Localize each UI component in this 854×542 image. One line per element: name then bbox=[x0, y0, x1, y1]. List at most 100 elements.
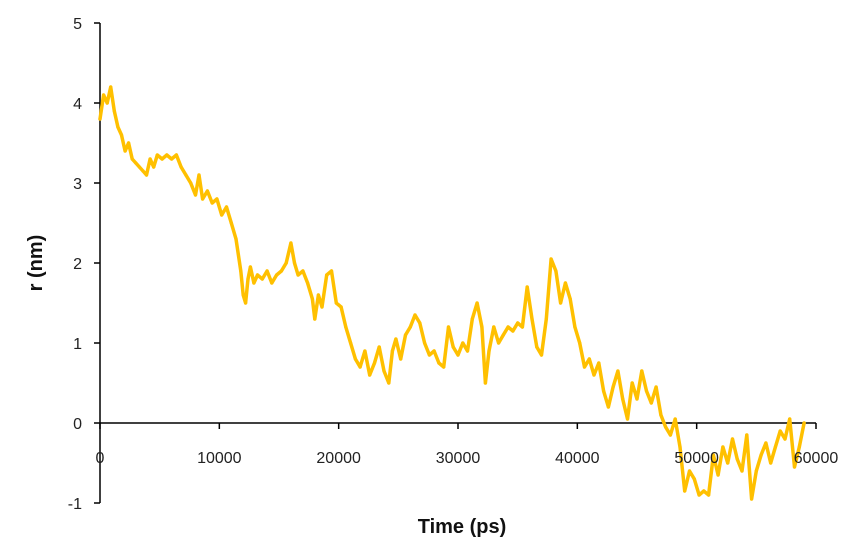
data-point bbox=[563, 281, 568, 285]
y-tick-label: 5 bbox=[73, 16, 82, 33]
data-point bbox=[497, 341, 501, 345]
x-tick-label: 40000 bbox=[555, 450, 600, 467]
data-point bbox=[241, 293, 245, 297]
data-point bbox=[239, 269, 243, 273]
data-point bbox=[726, 461, 730, 465]
data-point bbox=[740, 469, 744, 473]
data-point bbox=[252, 281, 256, 285]
data-point bbox=[141, 169, 145, 173]
axes bbox=[94, 22, 817, 504]
data-point bbox=[255, 273, 260, 277]
y-tick-label: 1 bbox=[73, 336, 82, 353]
data-point bbox=[442, 365, 446, 369]
data-point bbox=[423, 341, 427, 345]
data-point bbox=[446, 325, 451, 329]
data-point bbox=[320, 305, 324, 309]
data-point bbox=[470, 317, 474, 321]
data-point bbox=[189, 181, 193, 185]
data-point bbox=[109, 85, 113, 89]
series-layer bbox=[98, 85, 806, 501]
data-point bbox=[702, 489, 706, 493]
data-point bbox=[390, 349, 394, 353]
data-point bbox=[625, 417, 630, 421]
data-point bbox=[179, 165, 183, 169]
data-point bbox=[353, 357, 357, 361]
x-axis-title: Time (ps) bbox=[418, 516, 507, 538]
data-point bbox=[144, 173, 149, 177]
data-point bbox=[535, 345, 539, 349]
y-tick-label: 2 bbox=[73, 256, 82, 273]
data-point bbox=[501, 333, 505, 337]
data-point bbox=[292, 261, 297, 265]
data-point bbox=[215, 197, 219, 201]
data-point bbox=[530, 317, 534, 321]
data-point bbox=[377, 345, 381, 349]
data-point bbox=[597, 361, 601, 365]
data-point bbox=[296, 273, 300, 277]
data-point bbox=[616, 369, 620, 373]
data-point bbox=[678, 445, 682, 449]
data-point bbox=[437, 361, 441, 365]
data-point bbox=[602, 389, 606, 393]
data-point bbox=[582, 365, 587, 369]
x-tick-label: 30000 bbox=[436, 450, 481, 467]
data-point bbox=[193, 193, 198, 197]
data-point bbox=[418, 321, 422, 325]
data-point bbox=[568, 297, 572, 301]
data-point bbox=[427, 353, 431, 357]
data-point bbox=[483, 381, 487, 385]
data-point bbox=[334, 301, 338, 305]
data-point bbox=[123, 149, 127, 153]
data-point bbox=[687, 469, 692, 473]
data-point bbox=[358, 365, 362, 369]
data-point bbox=[329, 269, 334, 273]
data-point bbox=[764, 441, 768, 445]
data-point bbox=[506, 325, 510, 329]
data-point bbox=[788, 417, 792, 421]
data-point bbox=[301, 269, 305, 273]
data-point bbox=[692, 477, 696, 481]
data-point bbox=[325, 273, 329, 277]
data-point bbox=[313, 317, 317, 321]
data-point bbox=[399, 357, 403, 361]
data-point bbox=[730, 437, 735, 441]
data-point bbox=[750, 497, 754, 501]
data-point bbox=[683, 489, 687, 493]
data-point bbox=[382, 369, 386, 373]
data-point bbox=[516, 321, 520, 325]
data-point bbox=[134, 161, 138, 165]
data-point bbox=[349, 341, 353, 345]
data-point bbox=[394, 337, 398, 341]
data-point bbox=[224, 205, 229, 209]
data-point bbox=[284, 261, 288, 265]
data-point bbox=[707, 493, 711, 497]
data-point bbox=[265, 269, 269, 273]
data-point bbox=[559, 301, 563, 305]
data-point bbox=[673, 417, 677, 421]
y-tick-label: -1 bbox=[68, 496, 82, 513]
data-point bbox=[289, 241, 293, 245]
data-point bbox=[137, 165, 141, 169]
data-point bbox=[248, 265, 252, 269]
data-point bbox=[387, 381, 391, 385]
data-point bbox=[148, 157, 152, 161]
data-point bbox=[152, 165, 156, 169]
data-point bbox=[155, 153, 159, 157]
data-point bbox=[279, 269, 283, 273]
data-point bbox=[554, 269, 558, 273]
data-point bbox=[797, 445, 801, 449]
data-point bbox=[127, 141, 131, 145]
data-point bbox=[520, 325, 525, 329]
data-point bbox=[197, 173, 201, 177]
data-point bbox=[611, 385, 615, 389]
data-point bbox=[664, 425, 668, 429]
data-point bbox=[201, 197, 205, 201]
data-point bbox=[792, 465, 797, 469]
y-tick-label: 0 bbox=[73, 416, 82, 433]
data-point bbox=[170, 157, 174, 161]
data-point bbox=[451, 345, 455, 349]
data-point bbox=[98, 117, 102, 121]
data-point bbox=[539, 353, 544, 357]
data-point bbox=[160, 157, 164, 161]
